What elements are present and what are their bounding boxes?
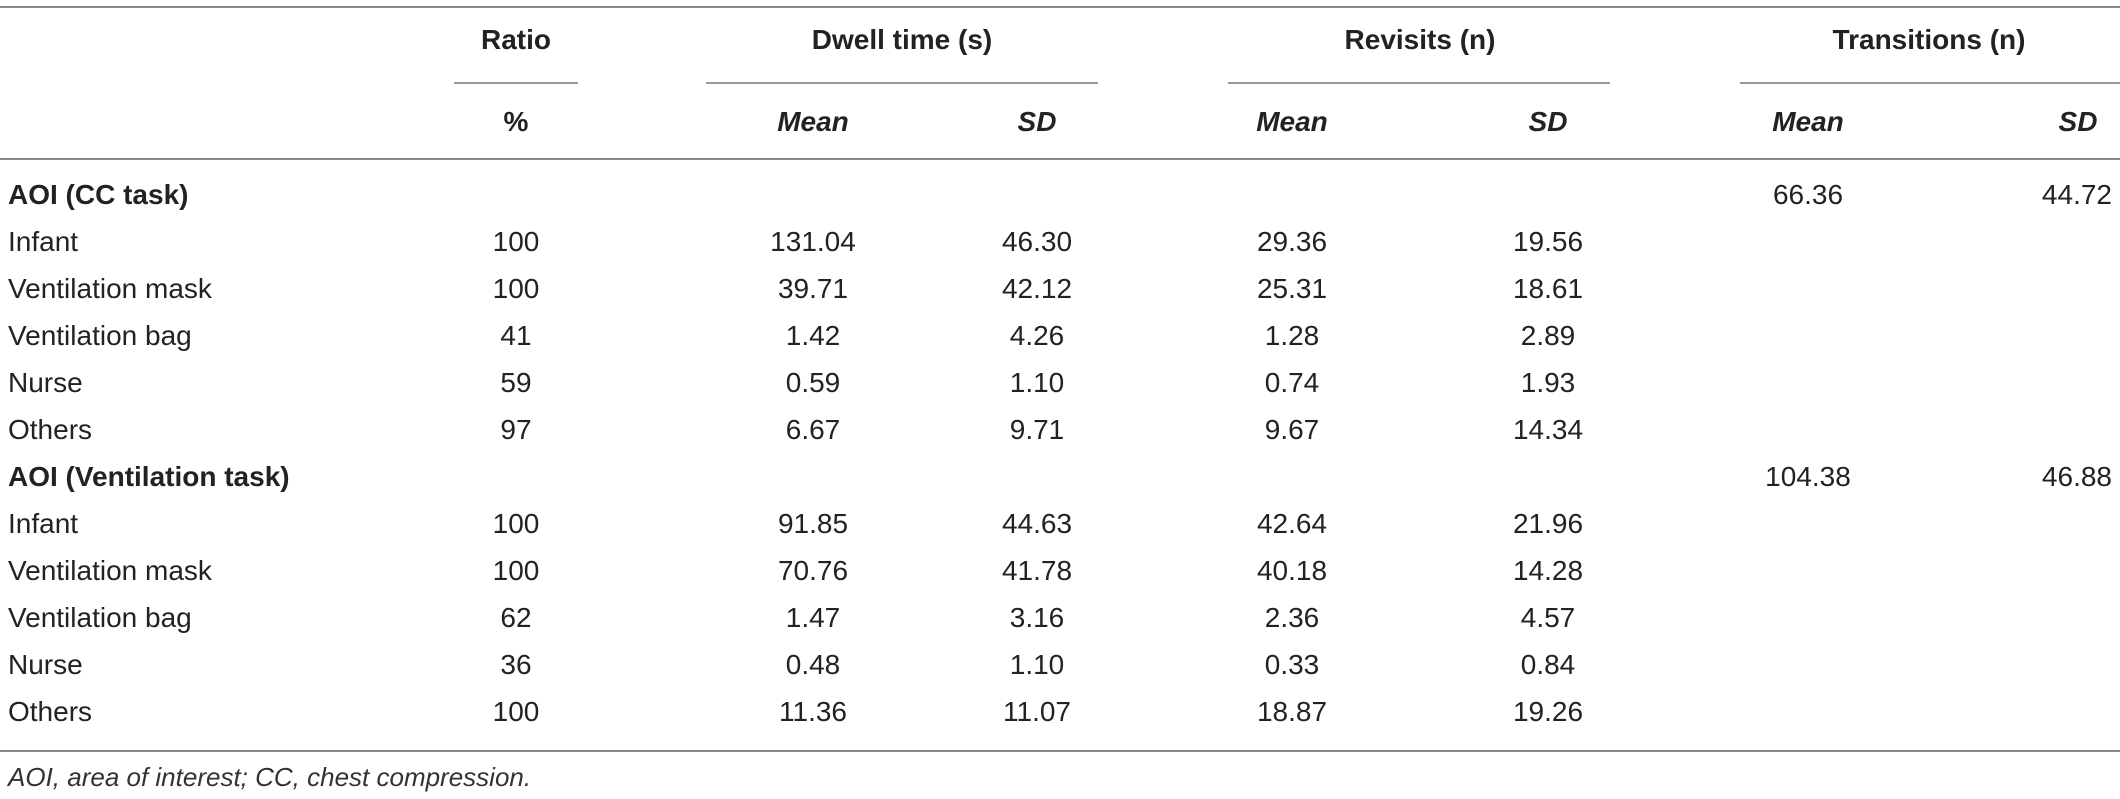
table-top-rule <box>0 6 2120 8</box>
ratio-cell: 100 <box>492 696 540 727</box>
ratio-cell: 41 <box>500 320 532 351</box>
dwell-mean-cell: 131.04 <box>770 226 856 257</box>
revisits-sd-cell: 18.61 <box>1512 273 1584 304</box>
transitions-mean: 104.38 <box>1765 461 1851 492</box>
row-label: Infant <box>8 226 79 257</box>
dwell-mean-cell: 91.85 <box>777 508 849 539</box>
ratio-cell: 100 <box>492 226 540 257</box>
revisits-sd-cell: 14.28 <box>1512 555 1584 586</box>
table-row: Nurse 59 0.59 1.10 0.74 1.93 <box>0 359 2120 406</box>
dwell-sd-cell: 4.26 <box>1009 320 1065 351</box>
revisits-mean-cell: 9.67 <box>1264 414 1320 445</box>
row-label: Ventilation mask <box>8 273 212 304</box>
transitions-group-rule <box>1740 82 2120 84</box>
dwell-sd-cell: 1.10 <box>1009 649 1065 680</box>
dwell-mean-cell: 6.67 <box>785 414 841 445</box>
subheader-transitions-mean: Mean <box>1772 106 1844 137</box>
row-label: Ventilation mask <box>8 555 212 586</box>
row-label: Ventilation bag <box>8 320 192 351</box>
dwell-mean-cell: 1.47 <box>785 602 841 633</box>
revisits-mean-cell: 25.31 <box>1256 273 1328 304</box>
dwell-mean-cell: 39.71 <box>777 273 849 304</box>
revisits-sd-cell: 19.56 <box>1512 226 1584 257</box>
transitions-sd: 44.72 <box>2041 179 2112 210</box>
row-label: Others <box>8 696 93 727</box>
ratio-cell: 97 <box>500 414 532 445</box>
section-title: AOI (Ventilation task) <box>8 461 290 492</box>
row-label: Nurse <box>8 367 83 398</box>
table-row: Others 100 11.36 11.07 18.87 19.26 <box>0 688 2120 735</box>
revisits-sd-cell: 4.57 <box>1520 602 1576 633</box>
revisits-sd-cell: 19.26 <box>1512 696 1584 727</box>
subheader-transitions-sd: SD <box>2058 106 2098 137</box>
dwell-mean-cell: 1.42 <box>785 320 841 351</box>
dwell-mean-cell: 11.36 <box>779 696 847 727</box>
ratio-cell: 100 <box>492 273 540 304</box>
revisits-sd-cell: 1.93 <box>1520 367 1576 398</box>
dwell-mean-cell: 70.76 <box>777 555 849 586</box>
header-transitions: Transitions (n) <box>1832 24 2026 55</box>
dwell-sd-cell: 3.16 <box>1009 602 1065 633</box>
row-label: Infant <box>8 508 79 539</box>
dwell-sd-cell: 11.07 <box>1003 696 1071 727</box>
ratio-cell: 62 <box>500 602 532 633</box>
ratio-group-rule <box>454 82 578 84</box>
revisits-mean-cell: 1.28 <box>1264 320 1320 351</box>
subheader-revisits-sd: SD <box>1528 106 1568 137</box>
table-row: Ventilation mask 100 39.71 42.12 25.31 1… <box>0 265 2120 312</box>
row-label: Ventilation bag <box>8 602 192 633</box>
ratio-cell: 100 <box>492 508 540 539</box>
subheader-percent: % <box>503 106 529 137</box>
table-row: Nurse 36 0.48 1.10 0.33 0.84 <box>0 641 2120 688</box>
table-bottom-rule <box>0 750 2120 752</box>
revisits-sd-cell: 2.89 <box>1520 320 1576 351</box>
header-bottom-rule <box>0 158 2120 160</box>
ratio-cell: 59 <box>500 367 532 398</box>
revisits-mean-cell: 2.36 <box>1264 602 1320 633</box>
dwell-mean-cell: 0.59 <box>785 367 841 398</box>
revisits-mean-cell: 40.18 <box>1256 555 1328 586</box>
section-title: AOI (CC task) <box>8 179 189 210</box>
dwell-mean-cell: 0.48 <box>785 649 841 680</box>
table-row: Infant 100 131.04 46.30 29.36 19.56 <box>0 218 2120 265</box>
section-header-row: AOI (CC task) 66.36 44.72 <box>0 171 2120 218</box>
table-footnote: AOI, area of interest; CC, chest compres… <box>8 762 532 792</box>
table-row: Ventilation bag 41 1.42 4.26 1.28 2.89 <box>0 312 2120 359</box>
subheader-dwell-sd: SD <box>1017 106 1057 137</box>
transitions-sd: 46.88 <box>2041 461 2112 492</box>
revisits-sd-cell: 0.84 <box>1520 649 1576 680</box>
dwell-sd-cell: 9.71 <box>1009 414 1065 445</box>
row-label: Nurse <box>8 649 83 680</box>
subheader-dwell-mean: Mean <box>777 106 849 137</box>
header-revisits: Revisits (n) <box>1344 24 1496 55</box>
dwell-sd-cell: 1.10 <box>1009 367 1065 398</box>
revisits-mean-cell: 0.33 <box>1264 649 1320 680</box>
ratio-cell: 100 <box>492 555 540 586</box>
table-row: Infant 100 91.85 44.63 42.64 21.96 <box>0 500 2120 547</box>
header-ratio: Ratio <box>481 24 551 55</box>
table-row: Others 97 6.67 9.71 9.67 14.34 <box>0 406 2120 453</box>
revisits-mean-cell: 18.87 <box>1256 696 1328 727</box>
dwell-sd-cell: 46.30 <box>1001 226 1073 257</box>
revisits-sd-cell: 21.96 <box>1512 508 1584 539</box>
revisits-mean-cell: 0.74 <box>1264 367 1320 398</box>
revisits-group-rule <box>1228 82 1610 84</box>
subheader-revisits-mean: Mean <box>1256 106 1328 137</box>
table-row: Ventilation bag 62 1.47 3.16 2.36 4.57 <box>0 594 2120 641</box>
dwell-sd-cell: 44.63 <box>1001 508 1073 539</box>
dwell-group-rule <box>706 82 1098 84</box>
row-label: Others <box>8 414 93 445</box>
revisits-sd-cell: 14.34 <box>1512 414 1584 445</box>
dwell-sd-cell: 41.78 <box>1001 555 1073 586</box>
ratio-cell: 36 <box>500 649 532 680</box>
section-header-row: AOI (Ventilation task) 104.38 46.88 <box>0 453 2120 500</box>
dwell-sd-cell: 42.12 <box>1001 273 1073 304</box>
header-dwell-time: Dwell time (s) <box>811 24 993 55</box>
transitions-mean: 66.36 <box>1772 179 1844 210</box>
revisits-mean-cell: 29.36 <box>1256 226 1328 257</box>
table-row: Ventilation mask 100 70.76 41.78 40.18 1… <box>0 547 2120 594</box>
revisits-mean-cell: 42.64 <box>1256 508 1328 539</box>
